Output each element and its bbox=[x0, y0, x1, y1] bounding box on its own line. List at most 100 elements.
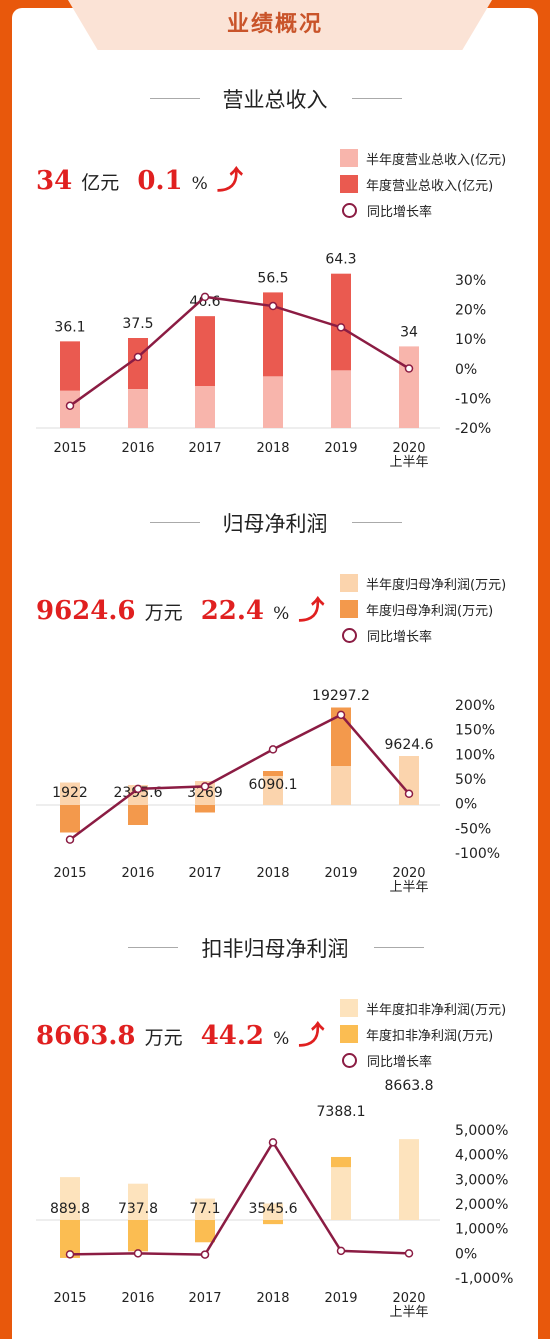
legend-swatch-half bbox=[340, 149, 358, 167]
x-tick-label: 2017 bbox=[188, 441, 221, 456]
y-tick-label-right: 5,000% bbox=[455, 1123, 508, 1139]
bar-half-year bbox=[263, 376, 283, 428]
growth-point bbox=[404, 1249, 414, 1258]
section-title-core-profit: 扣非归母净利润 bbox=[201, 937, 349, 961]
x-tick-label: 2017 bbox=[188, 866, 221, 881]
legend-revenue: 半年度营业总收入(亿元) 年度营业总收入(亿元) 同比增长率 bbox=[340, 145, 506, 223]
growth-point bbox=[65, 401, 75, 411]
legend-label: 年度营业总收入(亿元) bbox=[366, 178, 494, 194]
growth-point bbox=[404, 364, 414, 373]
y-tick-label-right: 0% bbox=[455, 362, 477, 378]
y-tick-label-right: -50% bbox=[455, 821, 491, 837]
bar-half-year bbox=[60, 1177, 80, 1220]
legend-swatch-annual bbox=[340, 1025, 358, 1043]
legend-marker-growth bbox=[342, 202, 357, 218]
legend-item-annual: 年度营业总收入(亿元) bbox=[340, 171, 506, 197]
bar-annual bbox=[331, 1156, 351, 1168]
growth-point bbox=[200, 292, 210, 302]
data-label: 64.3 bbox=[325, 252, 356, 268]
title-divider-left bbox=[150, 522, 200, 523]
y-tick-label-right: -20% bbox=[455, 421, 491, 437]
up-arrow-icon: ⤴ bbox=[298, 1021, 325, 1051]
core-profit-chart: 889.8 2015 737.8 2016 77.1 2017 3545.6 2018 7388… bbox=[36, 1078, 513, 1320]
bar-half-year bbox=[331, 1167, 351, 1220]
growth-point bbox=[268, 745, 278, 754]
data-label: 889.8 bbox=[50, 1201, 90, 1217]
up-arrow-icon: ⤴ bbox=[216, 166, 243, 196]
kpi-value: 9624.6 bbox=[36, 596, 136, 626]
legend-net-profit: 半年度归母净利润(万元) 年度归母净利润(万元) 同比增长率 bbox=[340, 570, 506, 648]
x-tick-label: 2018 bbox=[256, 441, 289, 456]
x-tick-label: 2019 bbox=[324, 441, 357, 456]
y-tick-label-right: -1,000% bbox=[455, 1271, 513, 1287]
title-divider-right bbox=[352, 522, 402, 523]
x-tick-label: 2018 bbox=[256, 866, 289, 881]
bar-annual bbox=[195, 1220, 215, 1243]
x-tick-label: 2016 bbox=[121, 1291, 154, 1306]
growth-point bbox=[133, 352, 143, 362]
revenue-chart: 36.1201537.5201646.6201756.5201864.32019… bbox=[36, 252, 491, 470]
kpi-pct-sign: % bbox=[273, 1029, 290, 1049]
data-label: 36.1 bbox=[54, 319, 85, 335]
bar-annual bbox=[195, 316, 215, 386]
kpi-unit: 万元 bbox=[144, 602, 183, 624]
legend-label: 同比增长率 bbox=[367, 204, 433, 220]
legend-label: 半年度归母净利润(万元) bbox=[366, 577, 507, 593]
data-label: 7388.1 bbox=[317, 1104, 366, 1120]
bar-annual bbox=[128, 805, 148, 825]
kpi-unit: 亿元 bbox=[81, 172, 120, 194]
legend-item-annual: 年度归母净利润(万元) bbox=[340, 596, 506, 622]
bar-half-year bbox=[128, 785, 148, 805]
x-tick-label: 上半年 bbox=[389, 1305, 428, 1320]
growth-point bbox=[268, 1138, 278, 1147]
data-label: 77.1 bbox=[189, 1201, 220, 1217]
legend-label: 同比增长率 bbox=[367, 629, 433, 645]
legend-marker-growth bbox=[342, 627, 357, 643]
kpi-revenue: 34 亿元 0.1 % ⤴ bbox=[36, 160, 243, 197]
x-tick-label: 2018 bbox=[256, 1291, 289, 1306]
bar-annual bbox=[263, 1220, 283, 1225]
data-label: 56.5 bbox=[257, 270, 288, 286]
growth-rate-line bbox=[69, 713, 410, 841]
bar-half-year bbox=[195, 1198, 215, 1220]
y-tick-label-right: 3,000% bbox=[455, 1172, 508, 1188]
content-card bbox=[12, 8, 538, 1339]
kpi-pct-sign: % bbox=[191, 174, 208, 194]
bar-half-year bbox=[399, 346, 419, 428]
y-tick-label-right: 200% bbox=[455, 698, 495, 714]
kpi-pct: 22.4 bbox=[200, 596, 265, 626]
legend-item-half: 半年度扣非净利润(万元) bbox=[340, 995, 506, 1021]
y-tick-label-right: 2,000% bbox=[455, 1197, 508, 1213]
kpi-pct: 0.1 bbox=[137, 166, 183, 196]
data-label: 8663.8 bbox=[385, 1078, 434, 1094]
bar-half-year bbox=[195, 386, 215, 428]
data-label: 34 bbox=[400, 324, 418, 340]
y-tick-label-right: 30% bbox=[455, 273, 486, 289]
y-tick-label-right: 20% bbox=[455, 303, 486, 319]
x-tick-label: 2020 bbox=[392, 1291, 425, 1306]
y-tick-label-right: 4,000% bbox=[455, 1148, 508, 1164]
bar-half-year bbox=[60, 782, 80, 805]
x-tick-label: 上半年 bbox=[389, 455, 428, 470]
bar-annual bbox=[128, 338, 148, 390]
page-title: 业绩概况 bbox=[226, 12, 323, 37]
growth-point bbox=[200, 1250, 210, 1259]
growth-point bbox=[133, 1249, 143, 1258]
bar-half-year bbox=[331, 766, 351, 805]
bar-half-year bbox=[263, 1203, 283, 1220]
growth-rate-line bbox=[69, 295, 410, 407]
legend-label: 半年度扣非净利润(万元) bbox=[366, 1002, 507, 1018]
x-tick-label: 2015 bbox=[53, 1291, 86, 1306]
growth-point bbox=[133, 784, 143, 794]
growth-point bbox=[65, 835, 75, 844]
growth-point bbox=[65, 1250, 75, 1259]
y-tick-label-right: 10% bbox=[455, 332, 486, 348]
legend-core-profit: 半年度扣非净利润(万元) 年度扣非净利润(万元) 同比增长率 bbox=[340, 995, 506, 1073]
data-label: 6090.1 bbox=[249, 777, 298, 793]
legend-swatch-annual bbox=[340, 175, 358, 193]
kpi-pct: 44.2 bbox=[200, 1021, 265, 1051]
data-label: 37.5 bbox=[122, 316, 153, 332]
y-tick-label-right: 0% bbox=[455, 1246, 477, 1262]
legend-item-half: 半年度营业总收入(亿元) bbox=[340, 145, 506, 171]
legend-item-growth: 同比增长率 bbox=[340, 197, 506, 223]
